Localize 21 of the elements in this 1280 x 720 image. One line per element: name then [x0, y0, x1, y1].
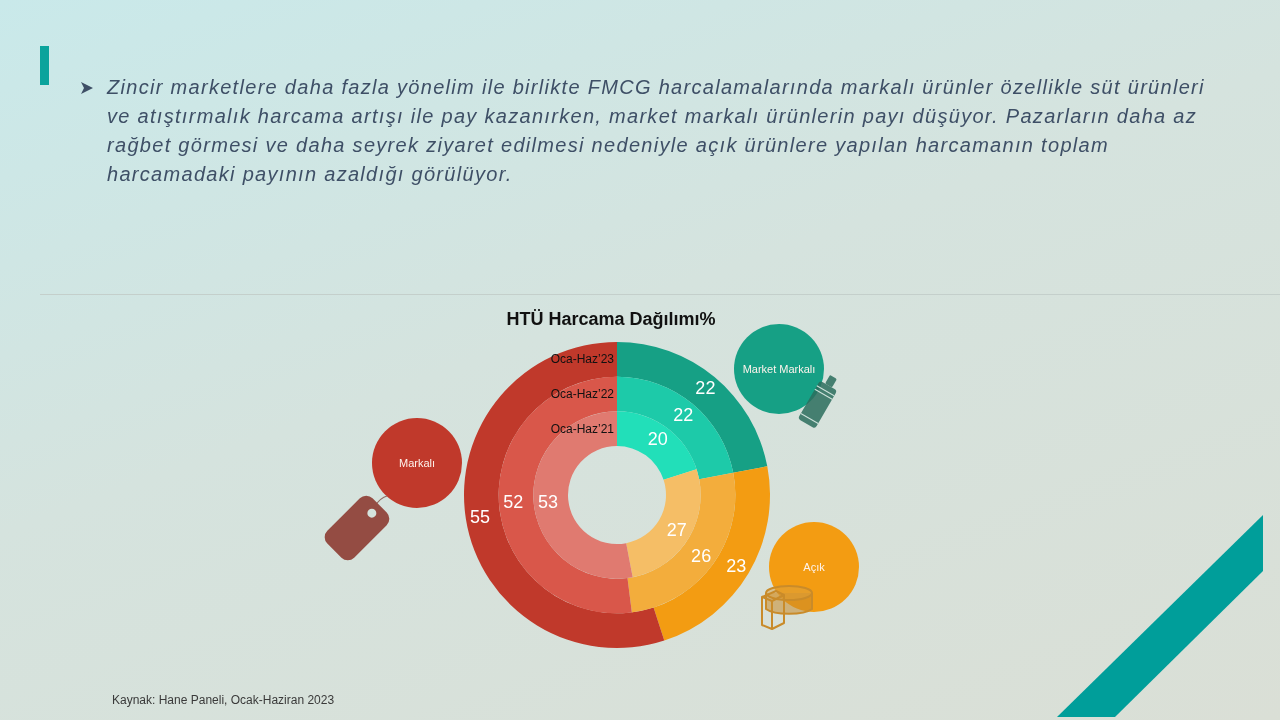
slice-label: Oca-Haz’22	[550, 387, 615, 401]
data-label: 26	[691, 546, 712, 567]
text: Kaynak: Hane Paneli, Ocak-Haziran 2023	[112, 693, 335, 707]
slice-label: Oca-Haz’23	[550, 352, 615, 367]
data-label: 23	[726, 555, 747, 576]
text: Zincir marketlere daha fazla yönelim ile birlikte FMCG harcalamalarında markalı ürünler özellikle süt ürünleri ve atıştırmalık harcama artışı ile pay kazanırken, market markalı ürünlerin payı düşüyor. Pazarların daha az rağbet görmesi ve daha seyrek ziyaret edilmesi nedeniyle açık ürünlere yapılan harcamanın toplam harcamadaki payının azaldığı görülüyor.	[107, 75, 1206, 187]
slice-label: Market Markalı	[742, 363, 816, 375]
slice-label: Oca-Haz’21	[550, 421, 615, 436]
data-label: 22	[695, 378, 716, 399]
label-circle: Markalı	[372, 418, 462, 508]
label-circle: Market Markalı	[734, 324, 824, 414]
data-label: 20	[647, 428, 668, 449]
chart-title: HTÜ Harcama Dağılımı%	[506, 309, 716, 329]
data-label: 55	[470, 506, 491, 527]
slice-label: Açık	[803, 561, 825, 573]
data-label: 52	[503, 491, 524, 512]
data-label: 27	[666, 520, 687, 541]
slice-label: Markalı	[398, 457, 436, 469]
label-circle: Açık	[769, 522, 859, 612]
data-label: 22	[673, 404, 694, 425]
data-label: 53	[537, 491, 558, 512]
